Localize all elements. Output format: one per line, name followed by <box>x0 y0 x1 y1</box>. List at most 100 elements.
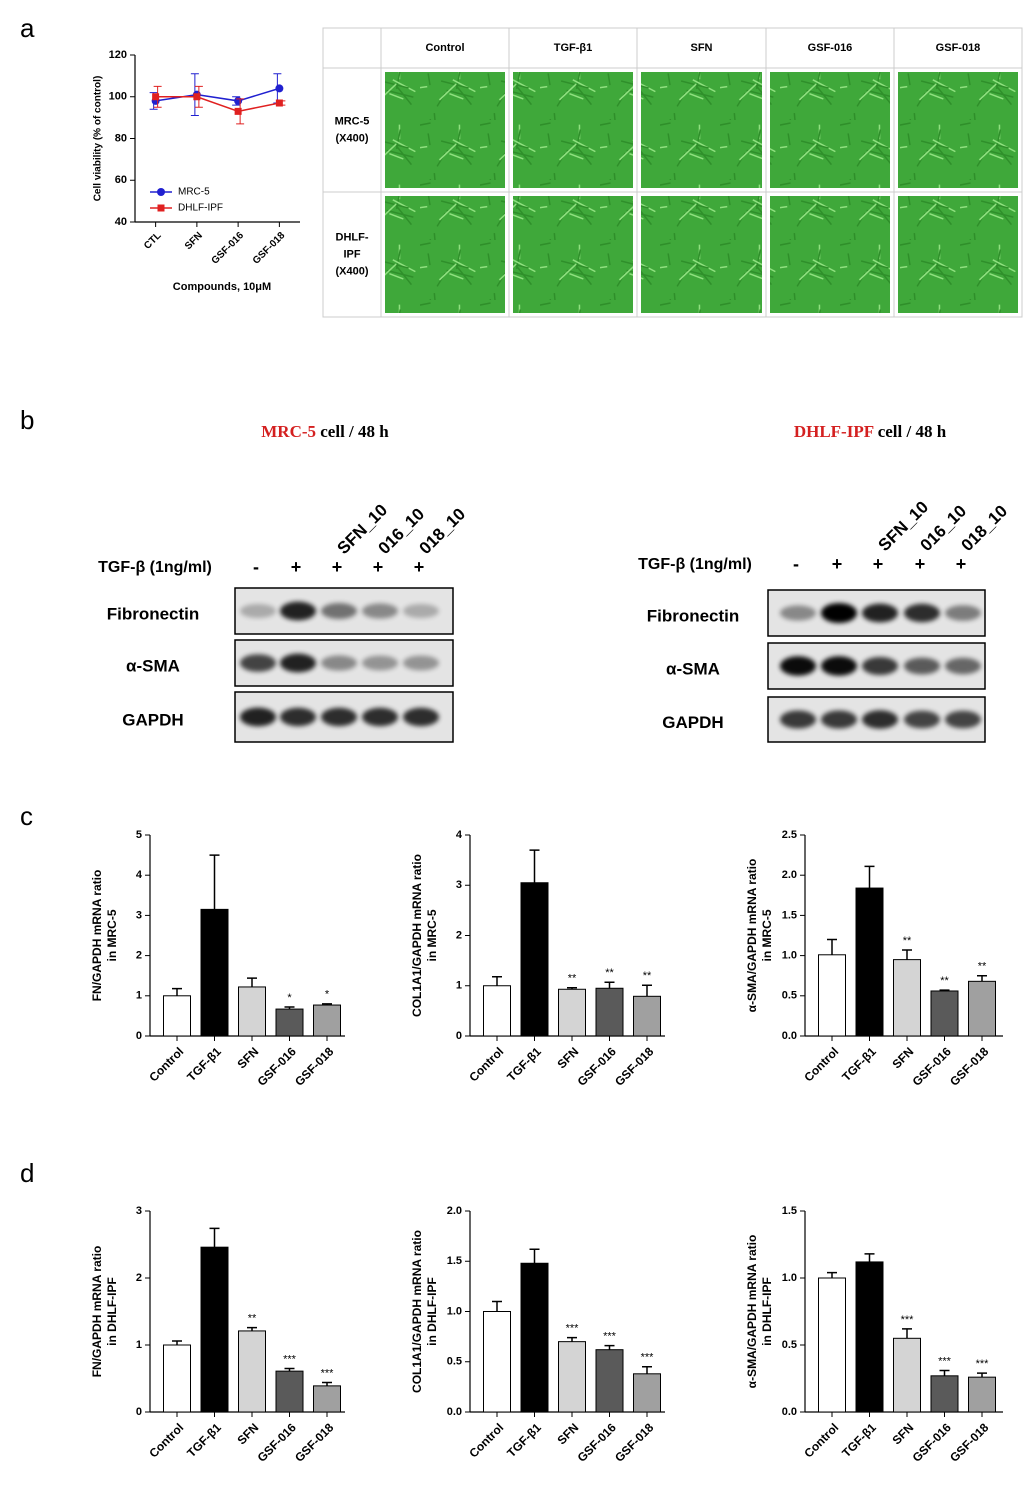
y-tick-label: 5 <box>136 829 142 841</box>
micrograph <box>898 72 1018 188</box>
y-tick-label: 2.0 <box>782 869 797 881</box>
y-axis-label: FN/GAPDH mRNA ratio <box>90 1246 104 1378</box>
column-header: GSF-016 <box>808 42 853 54</box>
x-tick-label: Control <box>466 1044 506 1084</box>
bar <box>558 1341 586 1413</box>
micrograph <box>898 196 1018 313</box>
significance: ** <box>568 973 577 985</box>
x-tick-label: GSF-016 <box>255 1044 300 1089</box>
blot-band <box>945 657 981 675</box>
error-bar <box>209 1227 220 1248</box>
significance: * <box>325 989 330 1001</box>
x-tick-label: SFN <box>889 1420 916 1447</box>
x-tick-label: CTL <box>142 230 164 252</box>
y-axis-label: in DHLF-IPF <box>760 1277 774 1346</box>
blot-band <box>280 601 316 621</box>
y-tick-label: 2.5 <box>782 829 797 841</box>
x-tick-label: SFN <box>183 230 205 252</box>
y-tick-label: 4 <box>456 829 463 841</box>
y-axis-label: COL1A1/GAPDH mRNA ratio <box>410 854 424 1017</box>
micrograph <box>513 196 633 313</box>
bar <box>520 882 549 1037</box>
y-tick-label: 0.0 <box>782 1406 797 1418</box>
y-axis-label: in DHLF-IPF <box>105 1277 119 1346</box>
x-tick-label: SFN <box>554 1420 581 1447</box>
bar <box>818 1277 846 1413</box>
error-bar <box>209 854 220 910</box>
y-tick-label: 0.5 <box>782 1339 797 1351</box>
blot-band <box>780 656 816 676</box>
error-bar <box>247 977 257 987</box>
blot-band <box>280 653 316 673</box>
x-tick-label: GSF-018 <box>947 1420 992 1465</box>
treatment-sign: - <box>253 557 259 577</box>
y-tick-label: 3 <box>136 1205 142 1217</box>
x-tick-label: GSF-018 <box>612 1420 657 1465</box>
micrograph <box>641 196 762 313</box>
bar <box>818 954 846 1037</box>
y-tick-label: 0 <box>136 1406 142 1418</box>
bar <box>163 995 191 1037</box>
treatment-sign: - <box>793 554 799 574</box>
blot-title-rest: cell / 48 h <box>878 422 947 441</box>
blot-band <box>780 605 816 621</box>
x-tick-label: TGF-β1 <box>504 1044 544 1084</box>
blot-band <box>904 603 940 623</box>
bar <box>968 980 996 1037</box>
micrograph <box>385 72 505 188</box>
panel-label: b <box>20 405 34 435</box>
x-tick-label: Control <box>801 1420 841 1460</box>
y-tick-label: 1 <box>136 1339 142 1351</box>
bar <box>558 988 586 1037</box>
bar <box>275 1008 304 1037</box>
error-bar <box>172 1340 182 1345</box>
y-tick-label: 1.0 <box>447 1305 462 1317</box>
x-tick-label: Control <box>146 1044 186 1084</box>
row-header: (X400) <box>335 132 368 144</box>
error-bar <box>567 1336 577 1342</box>
y-tick-label: 1 <box>136 990 142 1002</box>
panel-label: a <box>20 13 35 43</box>
blot-band <box>821 603 857 623</box>
blot-band <box>321 603 357 619</box>
treatment-sign: + <box>332 557 343 577</box>
bar <box>855 1261 884 1413</box>
x-tick-label: GSF-016 <box>255 1420 300 1465</box>
protein-label: Fibronectin <box>647 606 740 625</box>
blot-band <box>904 657 940 675</box>
y-tick-label: 1.5 <box>782 909 797 921</box>
treatment-sign: + <box>291 557 302 577</box>
y-tick-label: 2.0 <box>447 1205 462 1217</box>
protein-label: α-SMA <box>666 659 720 678</box>
error-bar <box>604 1344 615 1350</box>
blot-band <box>780 710 816 729</box>
x-tick-label: GSF-018 <box>612 1044 657 1089</box>
protein-label: Fibronectin <box>107 604 200 623</box>
error-bar <box>977 974 987 982</box>
significance: * <box>287 992 292 1004</box>
bar <box>855 887 884 1037</box>
legend-marker <box>157 188 165 196</box>
point <box>275 84 284 93</box>
blot-band <box>280 707 316 727</box>
y-axis-label: in MRC-5 <box>760 909 774 961</box>
row-header: DHLF- <box>336 231 369 243</box>
x-tick-label: Control <box>466 1420 506 1460</box>
x-tick-label: GSF-018 <box>251 230 288 267</box>
protein-label: α-SMA <box>126 656 180 675</box>
y-axis-label: in MRC-5 <box>425 909 439 961</box>
y-tick-label: 100 <box>109 91 127 103</box>
bar <box>238 1330 266 1413</box>
y-tick-label: 2 <box>456 929 462 941</box>
blot-band <box>904 710 940 729</box>
point <box>152 93 160 101</box>
significance: *** <box>901 1314 915 1326</box>
error-bar <box>247 1326 257 1331</box>
micrograph <box>385 196 505 313</box>
treatment-sign: + <box>832 554 843 574</box>
blot-band <box>240 654 276 672</box>
y-axis-label: FN/GAPDH mRNA ratio <box>90 870 104 1002</box>
x-axis-label: Compounds, 10μM <box>173 281 271 293</box>
y-axis-label: in MRC-5 <box>105 909 119 961</box>
point <box>234 107 242 115</box>
